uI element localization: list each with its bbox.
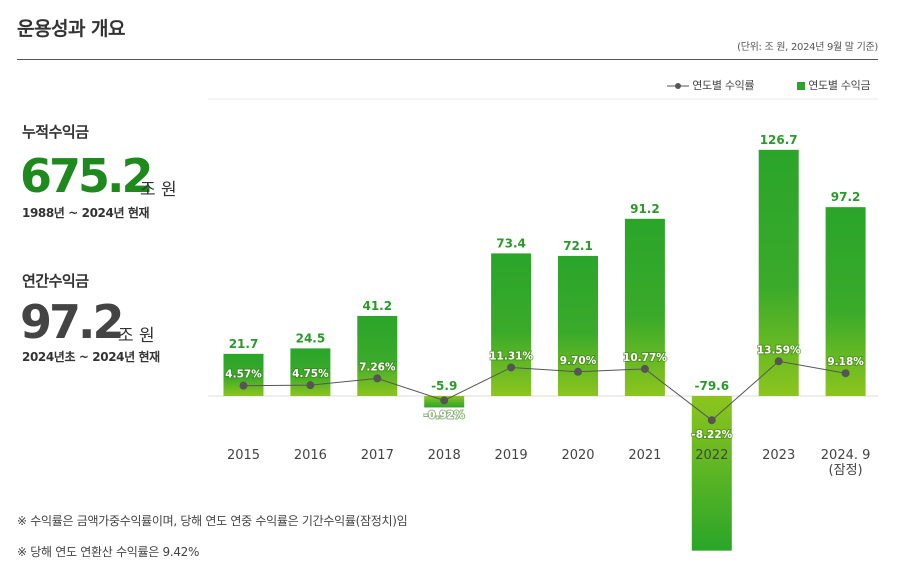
legend-line: 연도별 수익률 — [667, 77, 755, 93]
rate-point — [841, 369, 850, 378]
rate-point — [306, 381, 315, 390]
kpi-annual-period: 2024년초 ~ 2024년 현재 — [22, 350, 160, 364]
footnote-2: ※ 당해 연도 연환산 수익률은 9.42% — [17, 545, 200, 559]
rate-label: 4.75% — [292, 368, 329, 380]
x-tick-label: 2016 — [294, 448, 327, 463]
bar — [491, 253, 532, 396]
rate-point — [373, 374, 382, 383]
kpi-annual-label: 연간수익금 — [22, 272, 89, 290]
x-tick-label: 2024. 9 — [821, 448, 871, 463]
legend-bar: 연도별 수익금 — [797, 77, 871, 93]
legend-line-label: 연도별 수익률 — [692, 79, 755, 92]
rate-point — [774, 357, 783, 366]
legend-line-icon — [667, 83, 689, 89]
rate-point — [574, 367, 582, 376]
rate-label: 9.18% — [827, 356, 864, 368]
page-title: 운용성과 개요 — [17, 18, 126, 40]
rate-label: 13.59% — [757, 344, 801, 356]
bar-value-label: 97.2 — [831, 190, 861, 204]
bar-value-label: -5.9 — [431, 379, 457, 393]
bar — [758, 149, 799, 396]
kpi-cumulative-value: 675.2 — [20, 149, 154, 203]
header-divider — [17, 59, 878, 60]
rate-point — [707, 416, 716, 425]
rate-label: 4.57% — [225, 369, 262, 381]
rate-label: 9.70% — [560, 355, 597, 367]
x-tick-label: 2015 — [227, 448, 260, 463]
rate-label: -0.92% — [424, 409, 465, 421]
rate-point — [640, 364, 649, 373]
x-tick-label: 2017 — [361, 448, 394, 463]
kpi-cumulative-period: 1988년 ~ 2024년 현재 — [22, 206, 150, 220]
rate-label: 7.26% — [359, 361, 396, 373]
bar-value-label: 73.4 — [496, 236, 526, 250]
footnote-1: ※ 수익률은 금액가중수익률이며, 당해 연도 연중 수익률은 기간수익률(잠정… — [17, 514, 408, 528]
kpi-annual-value: 97.2 — [20, 295, 124, 349]
legend-bar-icon — [797, 82, 805, 90]
bar-value-label: 41.2 — [362, 299, 392, 313]
bar-value-label: -79.6 — [695, 379, 730, 393]
bar — [357, 315, 398, 396]
x-tick-label: 2022 — [695, 448, 728, 463]
legend-bar-label: 연도별 수익금 — [808, 79, 871, 92]
rate-point — [440, 396, 449, 405]
x-tick-label: 2019 — [495, 448, 528, 463]
kpi-annual-unit: 조 원 — [118, 326, 155, 346]
rate-label: 11.31% — [489, 350, 533, 362]
rate-line — [243, 360, 846, 421]
kpi-cumulative-label: 누적수익금 — [22, 123, 89, 141]
rate-point — [239, 381, 248, 390]
rate-point — [507, 363, 516, 372]
bar-value-label: 126.7 — [760, 133, 798, 147]
x-tick-label: 2018 — [428, 448, 461, 463]
x-tick-label: 2023 — [762, 448, 795, 463]
kpi-cumulative-unit: 조 원 — [140, 180, 177, 200]
x-tick-label: 2021 — [628, 448, 661, 463]
bar-value-label: 21.7 — [229, 337, 259, 351]
unit-note: (단위: 조 원, 2024년 9월 말 기준) — [737, 42, 878, 53]
bar-value-label: 91.2 — [630, 202, 660, 216]
x-tick-label: 2020 — [561, 448, 594, 463]
bar-value-label: 24.5 — [296, 331, 326, 345]
bar-value-label: 72.1 — [563, 239, 593, 253]
bar — [825, 207, 866, 396]
rate-label: -8.22% — [691, 429, 732, 441]
rate-label: 10.77% — [623, 352, 667, 364]
x-tick-label: (잠정) — [829, 463, 863, 478]
